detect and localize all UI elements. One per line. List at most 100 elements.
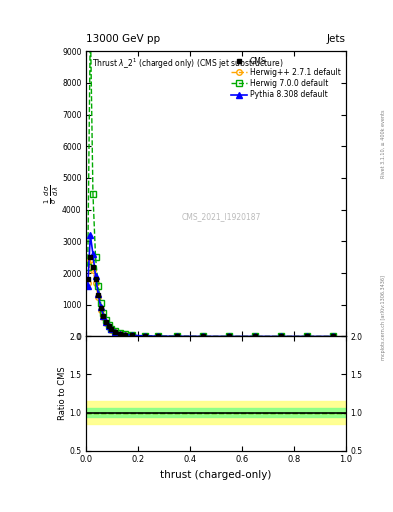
Herwig 7.0.0 default xyxy=(109,326,114,332)
Herwig++ 2.7.1 default xyxy=(104,320,108,326)
Herwig++ 2.7.1 default xyxy=(123,332,128,338)
Herwig++ 2.7.1 default xyxy=(331,333,335,339)
CMS xyxy=(90,264,95,270)
CMS xyxy=(113,329,118,335)
Line: CMS: CMS xyxy=(85,255,335,339)
Pythia 8.308 default xyxy=(93,273,98,280)
Text: mcplots.cern.ch [arXiv:1306.3436]: mcplots.cern.ch [arXiv:1306.3436] xyxy=(381,275,386,360)
Pythia 8.308 default xyxy=(96,291,101,297)
Herwig 7.0.0 default xyxy=(253,333,257,339)
Herwig++ 2.7.1 default xyxy=(305,333,309,339)
CMS xyxy=(101,313,106,319)
Herwig++ 2.7.1 default xyxy=(106,324,111,330)
Herwig 7.0.0 default xyxy=(101,310,106,316)
Herwig 7.0.0 default xyxy=(88,16,93,23)
Pythia 8.308 default xyxy=(106,323,111,329)
Herwig++ 2.7.1 default xyxy=(93,280,98,286)
Herwig++ 2.7.1 default xyxy=(201,333,206,339)
Pythia 8.308 default xyxy=(123,331,128,337)
Pythia 8.308 default xyxy=(279,333,283,339)
Herwig++ 2.7.1 default xyxy=(88,258,93,264)
CMS xyxy=(156,333,160,339)
X-axis label: thrust (charged-only): thrust (charged-only) xyxy=(160,470,272,480)
Herwig++ 2.7.1 default xyxy=(85,280,90,286)
Pythia 8.308 default xyxy=(201,333,206,339)
Pythia 8.308 default xyxy=(142,333,147,339)
Herwig 7.0.0 default xyxy=(96,283,101,289)
Herwig++ 2.7.1 default xyxy=(253,333,257,339)
Pythia 8.308 default xyxy=(305,333,309,339)
Line: Herwig 7.0.0 default: Herwig 7.0.0 default xyxy=(85,17,336,339)
CMS xyxy=(93,276,98,283)
Pythia 8.308 default xyxy=(129,332,134,338)
Pythia 8.308 default xyxy=(85,283,90,289)
CMS xyxy=(227,333,231,339)
Herwig 7.0.0 default xyxy=(142,333,147,339)
Pythia 8.308 default xyxy=(156,333,160,339)
Pythia 8.308 default xyxy=(227,333,231,339)
CMS xyxy=(104,319,108,325)
Herwig++ 2.7.1 default xyxy=(129,332,134,338)
CMS xyxy=(331,333,335,339)
Herwig 7.0.0 default xyxy=(90,191,95,197)
CMS xyxy=(109,327,114,333)
CMS xyxy=(85,276,90,283)
Line: Herwig++ 2.7.1 default: Herwig++ 2.7.1 default xyxy=(85,258,336,339)
Herwig 7.0.0 default xyxy=(331,333,335,339)
Herwig 7.0.0 default xyxy=(129,332,134,338)
Pythia 8.308 default xyxy=(253,333,257,339)
Herwig++ 2.7.1 default xyxy=(96,294,101,300)
Herwig 7.0.0 default xyxy=(201,333,206,339)
Pythia 8.308 default xyxy=(113,329,118,335)
Pythia 8.308 default xyxy=(98,304,103,310)
CMS xyxy=(129,332,134,338)
CMS xyxy=(175,333,180,339)
Herwig++ 2.7.1 default xyxy=(156,333,160,339)
Herwig++ 2.7.1 default xyxy=(113,329,118,335)
Herwig++ 2.7.1 default xyxy=(279,333,283,339)
CMS xyxy=(88,254,93,260)
CMS xyxy=(123,331,128,337)
Pythia 8.308 default xyxy=(90,251,95,257)
Herwig 7.0.0 default xyxy=(156,333,160,339)
CMS xyxy=(118,331,123,337)
Y-axis label: $\frac{1}{\sigma}\ \frac{d\sigma}{d\lambda}$: $\frac{1}{\sigma}\ \frac{d\sigma}{d\lamb… xyxy=(42,184,61,204)
Herwig 7.0.0 default xyxy=(118,330,123,336)
CMS xyxy=(253,333,257,339)
Herwig 7.0.0 default xyxy=(98,300,103,306)
CMS xyxy=(201,333,206,339)
Herwig++ 2.7.1 default xyxy=(142,333,147,339)
Herwig 7.0.0 default xyxy=(227,333,231,339)
Herwig++ 2.7.1 default xyxy=(98,307,103,313)
Legend: CMS, Herwig++ 2.7.1 default, Herwig 7.0.0 default, Pythia 8.308 default: CMS, Herwig++ 2.7.1 default, Herwig 7.0.… xyxy=(230,55,342,101)
CMS xyxy=(96,292,101,298)
Y-axis label: Ratio to CMS: Ratio to CMS xyxy=(58,367,67,420)
Pythia 8.308 default xyxy=(88,232,93,238)
Pythia 8.308 default xyxy=(104,319,108,325)
CMS xyxy=(142,333,147,339)
Text: Thrust $\lambda\_2^1$ (charged only) (CMS jet substructure): Thrust $\lambda\_2^1$ (charged only) (CM… xyxy=(92,57,283,71)
Text: 13000 GeV pp: 13000 GeV pp xyxy=(86,33,161,44)
Text: Jets: Jets xyxy=(327,33,346,44)
Herwig++ 2.7.1 default xyxy=(118,331,123,337)
Text: Rivet 3.1.10, ≥ 400k events: Rivet 3.1.10, ≥ 400k events xyxy=(381,109,386,178)
CMS xyxy=(98,305,103,311)
Pythia 8.308 default xyxy=(109,326,114,332)
Herwig 7.0.0 default xyxy=(279,333,283,339)
Text: CMS_2021_I1920187: CMS_2021_I1920187 xyxy=(182,212,261,221)
Herwig 7.0.0 default xyxy=(305,333,309,339)
Pythia 8.308 default xyxy=(118,330,123,336)
CMS xyxy=(106,323,111,329)
Herwig++ 2.7.1 default xyxy=(109,327,114,333)
Herwig 7.0.0 default xyxy=(106,322,111,328)
Herwig++ 2.7.1 default xyxy=(101,314,106,321)
Herwig 7.0.0 default xyxy=(175,333,180,339)
Herwig++ 2.7.1 default xyxy=(90,267,95,273)
Herwig 7.0.0 default xyxy=(93,254,98,260)
Herwig++ 2.7.1 default xyxy=(175,333,180,339)
Herwig 7.0.0 default xyxy=(85,264,90,270)
Pythia 8.308 default xyxy=(331,333,335,339)
Pythia 8.308 default xyxy=(101,312,106,318)
CMS xyxy=(279,333,283,339)
Herwig 7.0.0 default xyxy=(123,331,128,337)
